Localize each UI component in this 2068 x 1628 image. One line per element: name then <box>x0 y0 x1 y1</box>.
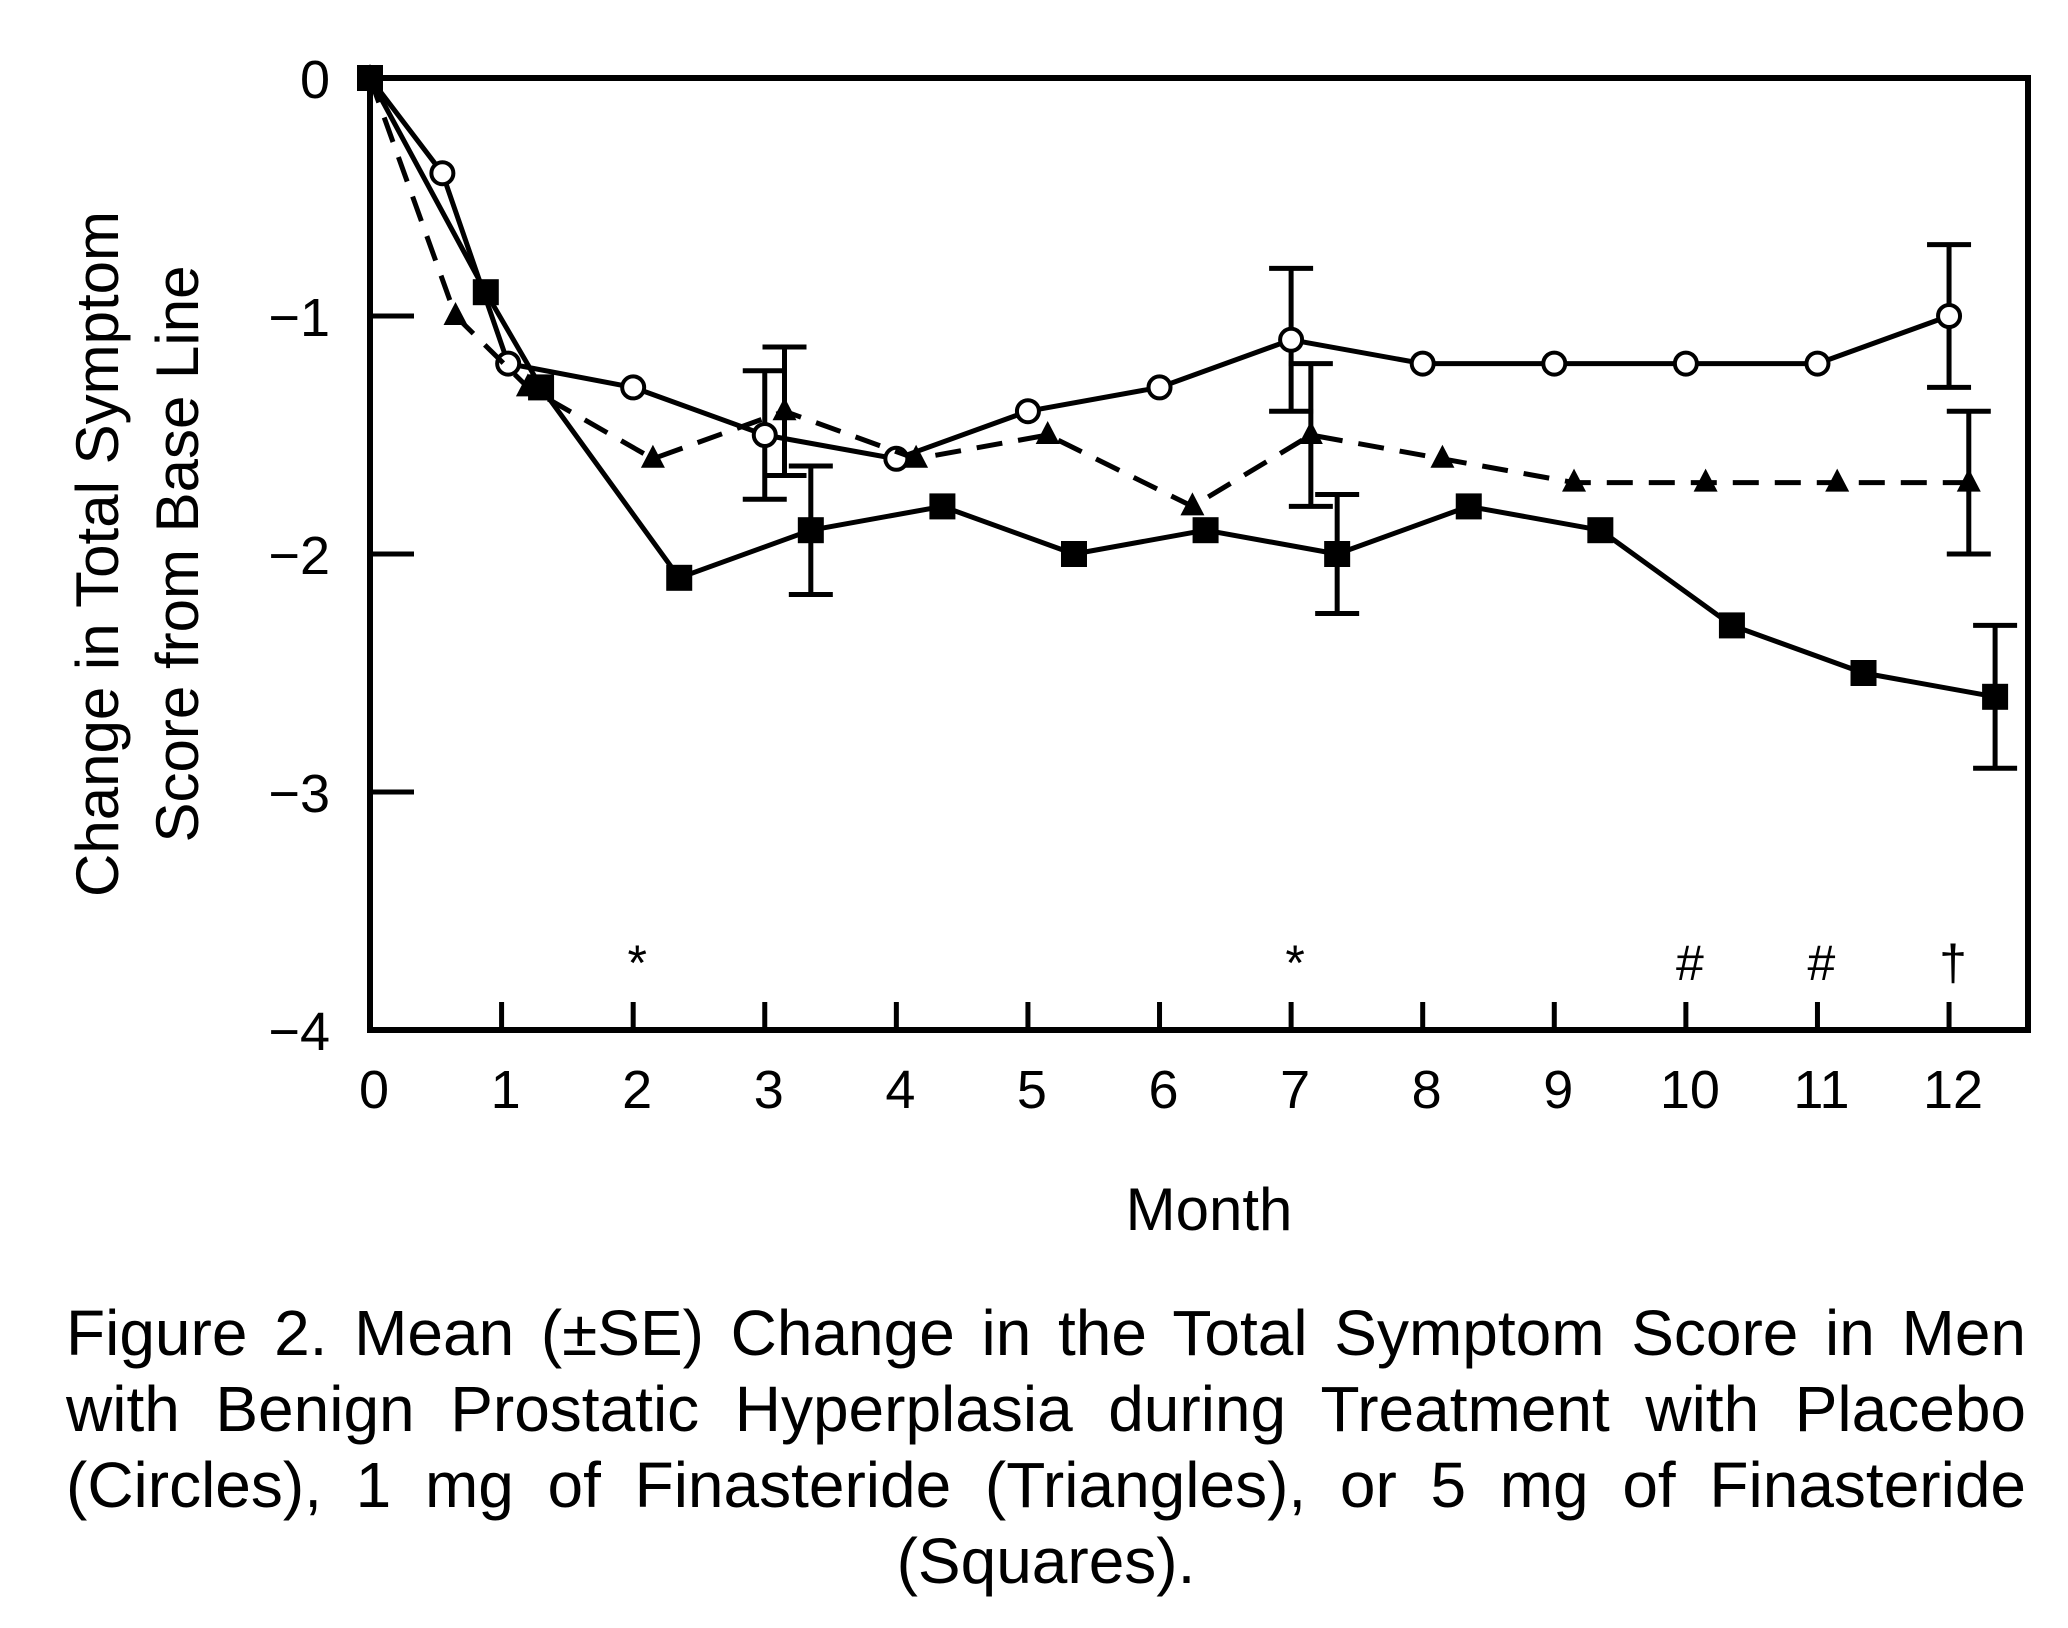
data-point-circle <box>1804 350 1831 377</box>
data-point-triangle <box>1693 468 1718 492</box>
data-point-square <box>472 279 499 306</box>
x-tick-label: 6 <box>1149 1060 1179 1120</box>
x-tick-label: 9 <box>1543 1060 1573 1120</box>
series-line <box>367 77 1969 509</box>
y-tick-label: −2 <box>268 526 330 586</box>
data-point-triangle <box>1035 421 1060 444</box>
data-point-square <box>528 374 555 401</box>
data-point-circle <box>620 374 647 401</box>
series-open-circle <box>357 65 1972 502</box>
series-line <box>368 76 1950 462</box>
data-point-circle <box>429 160 456 187</box>
series-layer <box>357 64 2018 771</box>
data-point-triangle <box>772 397 797 421</box>
data-point-square <box>1850 660 1877 686</box>
data-point-circle <box>1541 350 1568 377</box>
x-tick-label: 8 <box>1412 1060 1442 1120</box>
data-point-square <box>1718 612 1745 639</box>
y-axis-title: Change in Total Symptom Score from Base L… <box>64 211 211 897</box>
data-point-square <box>797 517 824 544</box>
data-point-square <box>1192 517 1219 544</box>
data-point-square <box>357 65 383 91</box>
y-tick-label: −4 <box>268 1002 330 1062</box>
significance-markers: * * # # † <box>627 935 1967 991</box>
figure-caption: Figure 2. Mean (±SE) Change in the Total… <box>66 1297 2026 1597</box>
data-point-triangle <box>1180 492 1205 516</box>
x-tick-label: 7 <box>1280 1060 1310 1120</box>
data-point-circle <box>1278 326 1305 353</box>
x-tick-label: 1 <box>491 1060 521 1120</box>
data-point-circle <box>751 422 778 448</box>
data-point-square <box>1455 493 1482 520</box>
x-tick-label: 0 <box>359 1060 389 1120</box>
data-point-square <box>1060 541 1087 567</box>
significance-marker: # <box>1808 935 1836 991</box>
significance-marker: * <box>627 935 646 991</box>
y-tick-label: −3 <box>268 764 330 824</box>
series-line <box>367 76 1996 700</box>
data-point-square <box>666 564 693 591</box>
data-point-circle <box>1409 350 1436 377</box>
x-tick-label: 11 <box>1793 1060 1849 1120</box>
data-point-square <box>1324 541 1351 567</box>
significance-marker: # <box>1676 935 1704 991</box>
x-tick-label: 2 <box>622 1060 652 1120</box>
data-point-triangle <box>904 444 929 468</box>
data-point-circle <box>1146 374 1173 401</box>
data-point-triangle <box>1298 421 1323 444</box>
x-tick-label: 10 <box>1660 1060 1720 1120</box>
series-filled-square <box>357 65 2018 771</box>
axis-ticks: 0 1 2 3 4 5 6 7 8 9 10 11 120−1−2−3−4 <box>268 50 1983 1120</box>
data-point-circle <box>1672 350 1699 377</box>
y-tick-label: 0 <box>300 50 330 110</box>
data-point-triangle <box>1430 444 1455 468</box>
data-point-triangle <box>443 302 468 325</box>
data-point-square <box>929 493 956 520</box>
x-axis-title: Month <box>1126 1176 1293 1243</box>
x-tick-label: 5 <box>1017 1060 1047 1120</box>
data-point-circle <box>1936 303 1963 329</box>
series-filled-triangle <box>358 64 1991 557</box>
significance-marker: * <box>1285 935 1304 991</box>
data-point-square <box>1982 683 2009 710</box>
data-point-triangle <box>1825 468 1850 492</box>
x-tick-label: 12 <box>1923 1060 1983 1120</box>
data-point-circle <box>495 350 522 377</box>
data-point-triangle <box>1956 468 1981 492</box>
data-point-triangle <box>640 444 665 468</box>
data-point-circle <box>1014 398 1041 425</box>
y-axis-title-line: Change in Total Symptom <box>64 211 131 897</box>
x-tick-label: 4 <box>885 1060 915 1120</box>
x-tick-label: 3 <box>754 1060 784 1120</box>
data-point-triangle <box>1562 468 1587 492</box>
plot-frame <box>367 75 2031 1033</box>
y-axis-title-line: Score from Base Line <box>144 266 211 843</box>
y-tick-label: −1 <box>268 288 330 348</box>
significance-marker: † <box>1939 935 1967 991</box>
data-point-square <box>1587 517 1614 544</box>
